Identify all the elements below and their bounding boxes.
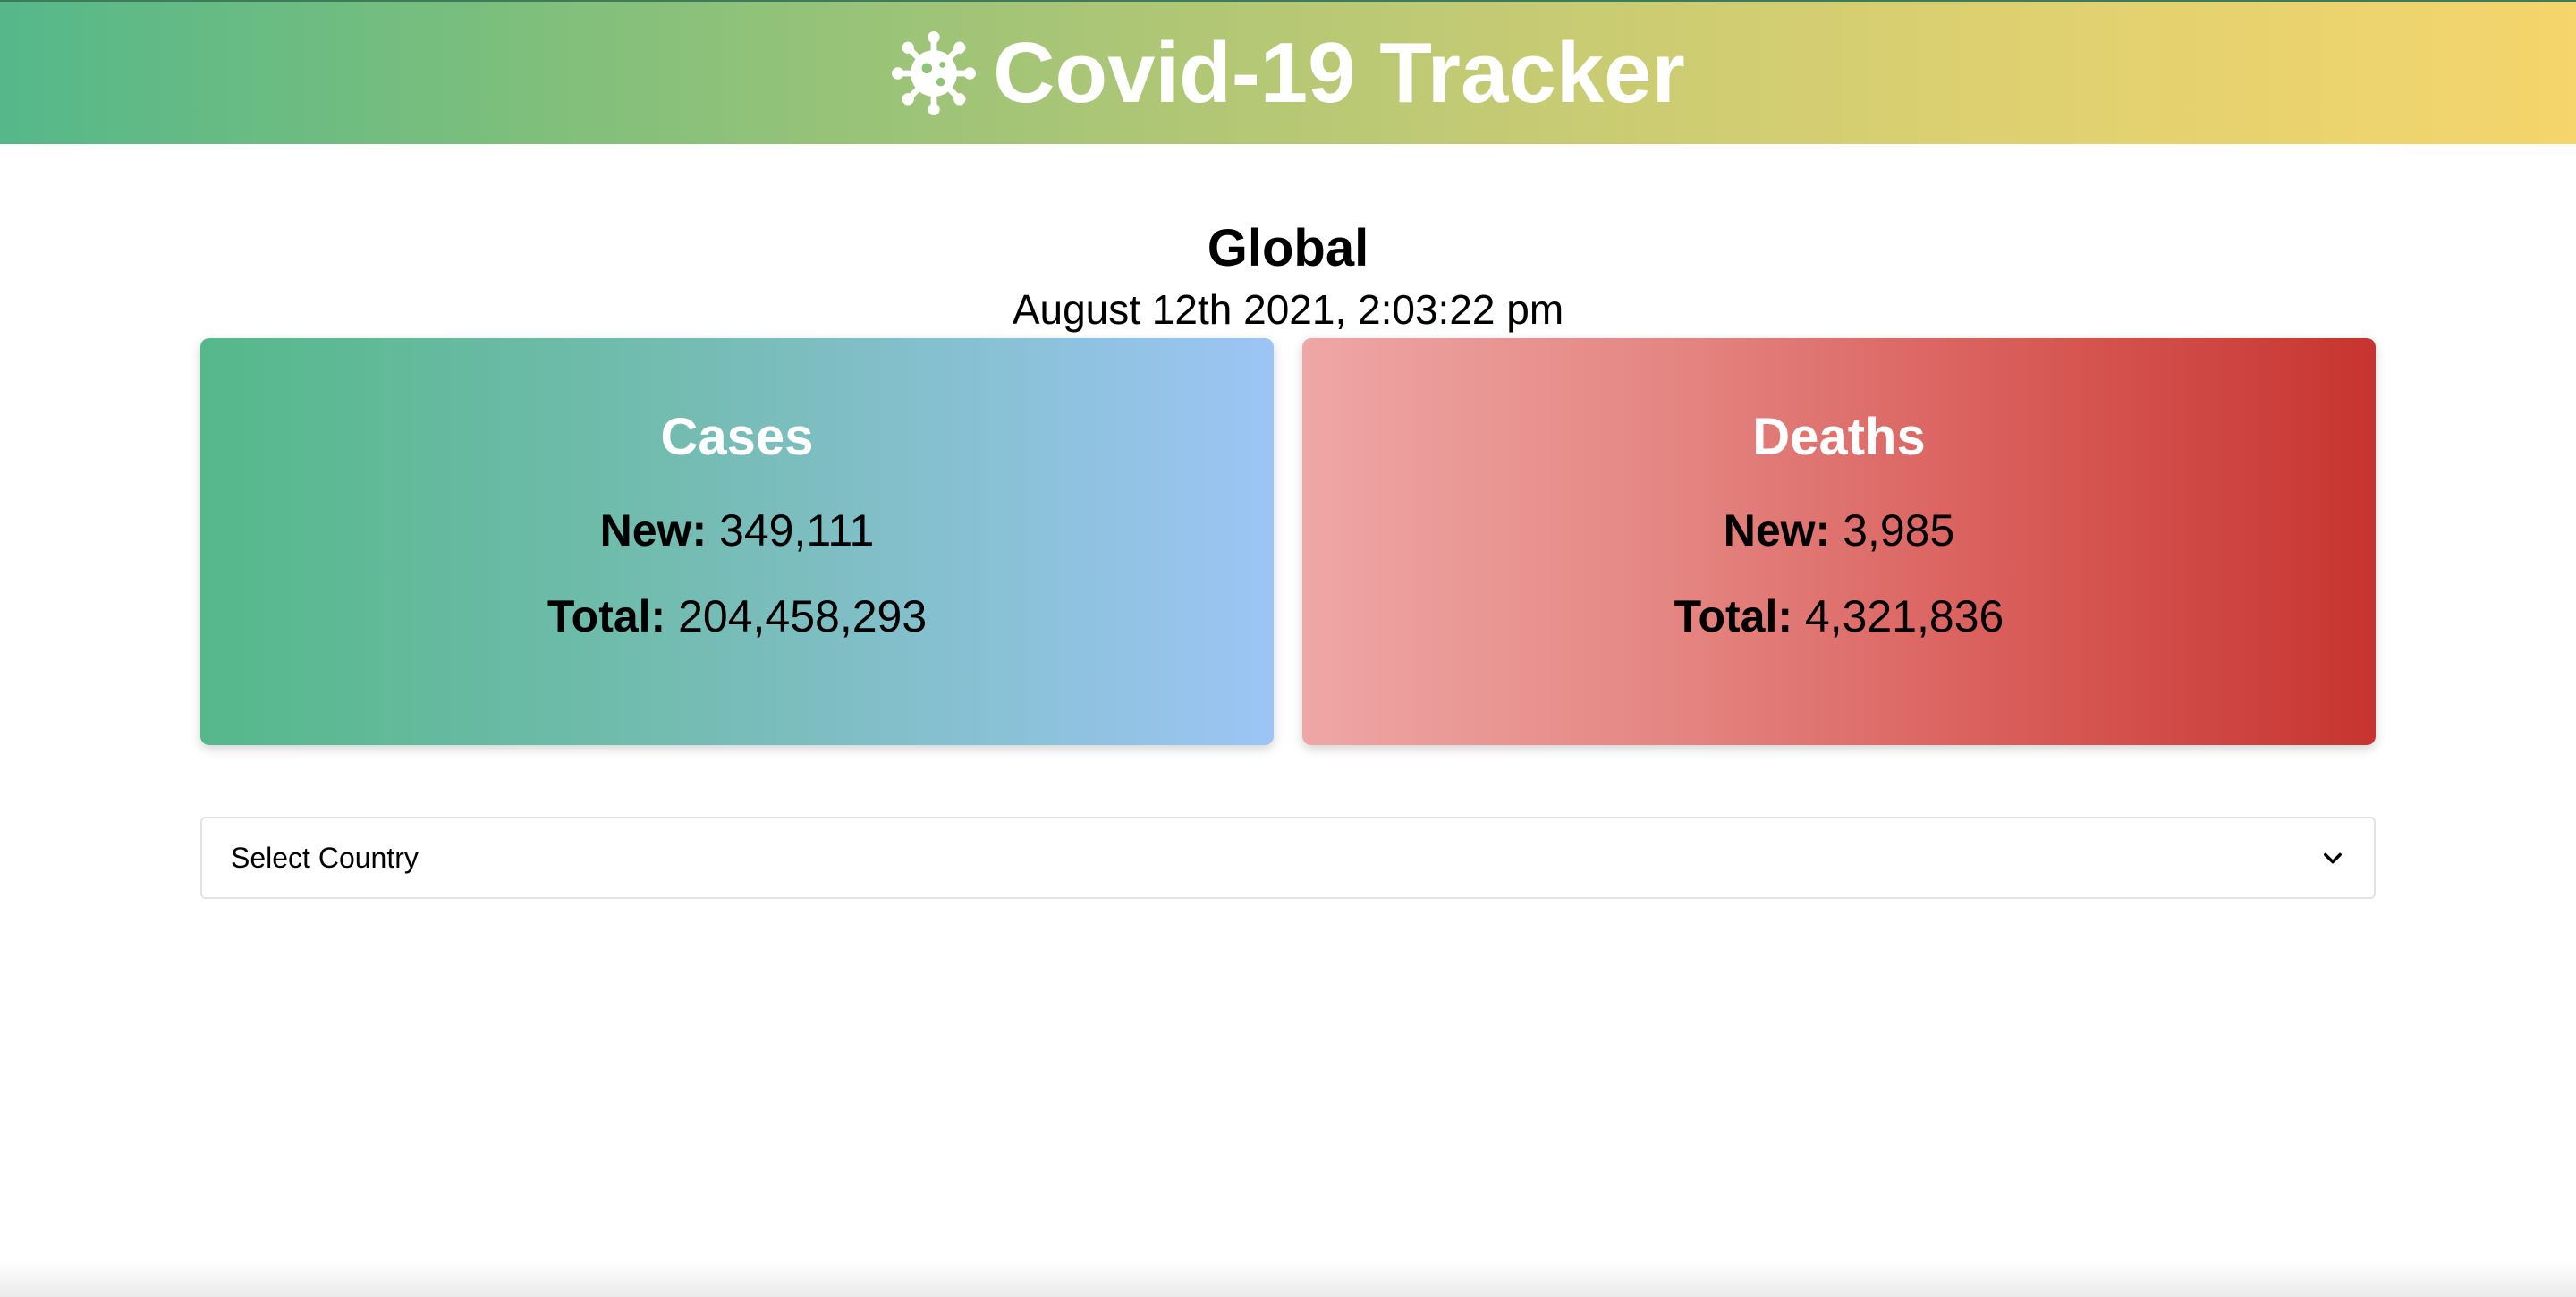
deaths-new-stat: New: 3,985 (1302, 508, 2376, 553)
chevron-down-icon (2324, 852, 2342, 864)
deaths-card-title: Deaths (1752, 408, 1926, 466)
cases-new-value: 349,111 (719, 505, 875, 555)
country-select-value: Select Country (231, 841, 419, 874)
deaths-card: Deaths New: 3,985 Total: 4,321,836 (1302, 338, 2376, 745)
cases-total-stat: Total: 204,458,293 (200, 594, 1274, 639)
header-brand: Covid-19 Tracker (891, 30, 1685, 116)
cases-new-label: New: (599, 505, 708, 555)
deaths-total-value: 4,321,836 (1804, 591, 2004, 641)
app-header: Covid-19 Tracker (0, 0, 2576, 144)
cases-total-label: Total: (547, 591, 666, 641)
app-title: Covid-19 Tracker (993, 24, 1685, 121)
region-summary: Global August 12th 2021, 2:03:22 pm (0, 215, 2576, 336)
deaths-new-value: 3,985 (1843, 505, 1955, 555)
deaths-total-stat: Total: 4,321,836 (1302, 594, 2376, 639)
deaths-total-label: Total: (1674, 591, 1793, 641)
cases-total-value: 204,458,293 (678, 591, 928, 641)
virus-icon (892, 30, 977, 115)
cases-card-title: Cases (660, 408, 814, 466)
bottom-shadow (0, 1261, 2576, 1297)
last-updated-timestamp: August 12th 2021, 2:03:22 pm (1012, 286, 1564, 333)
deaths-new-label: New: (1723, 505, 1831, 555)
region-title: Global (1207, 219, 1369, 277)
cases-card: Cases New: 349,111 Total: 204,458,293 (200, 338, 1274, 745)
cases-new-stat: New: 349,111 (200, 508, 1274, 553)
country-select[interactable]: Select Country (200, 817, 2376, 899)
